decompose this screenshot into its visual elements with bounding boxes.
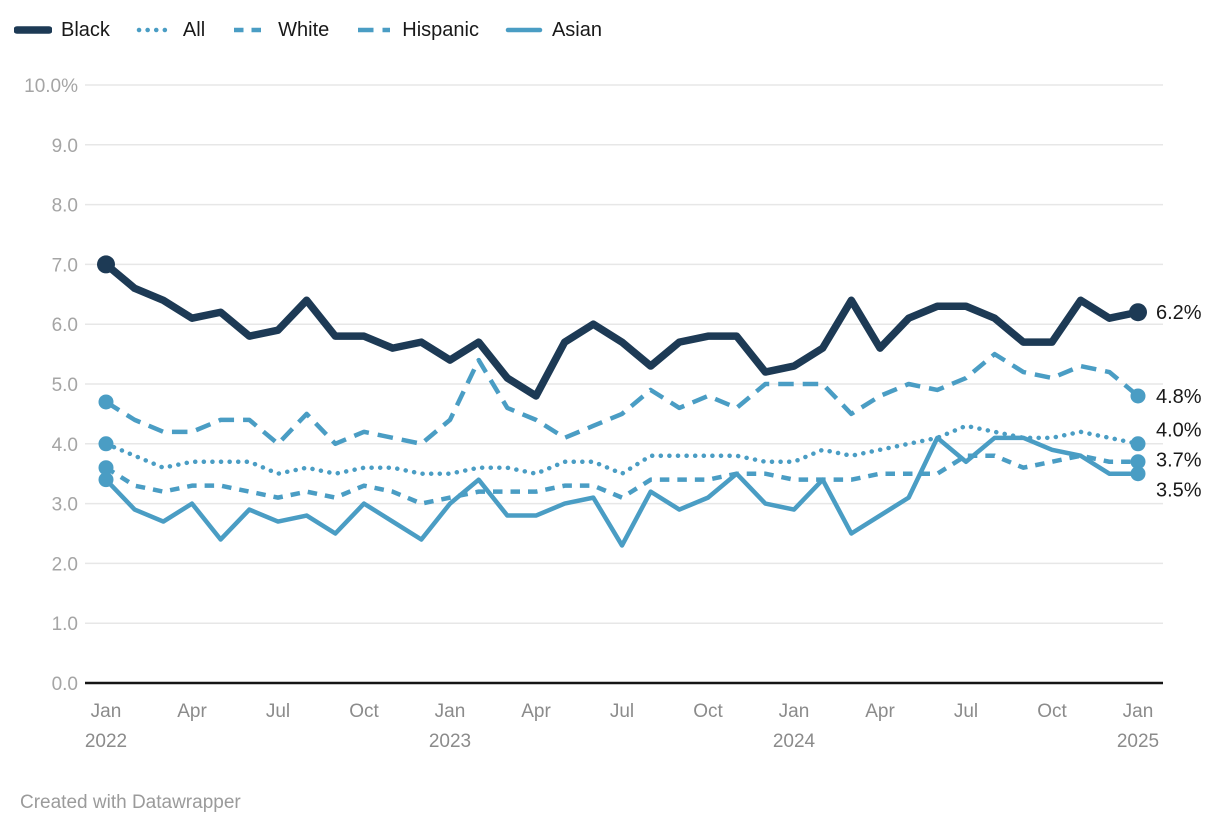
legend-item-black: Black	[14, 16, 110, 44]
legend-label: All	[182, 19, 206, 41]
series-line-black	[102, 260, 1142, 400]
legend-swatch-all	[136, 27, 174, 33]
x-axis-tick-label: Jan	[779, 701, 810, 722]
y-axis-tick-label: 7.0	[52, 255, 78, 276]
x-axis-year-label: 2023	[429, 731, 471, 752]
x-axis-year-label: 2024	[773, 731, 816, 752]
series-end-dot-white	[1130, 454, 1146, 470]
legend-label: Hispanic	[402, 19, 479, 41]
y-axis-tick-label: 0.0	[52, 674, 78, 695]
x-axis-tick-label: Oct	[1037, 701, 1067, 722]
series-start-dot-black	[97, 255, 115, 274]
legend: Black All White Hispanic Asian	[14, 16, 602, 44]
y-axis-tick-label: 5.0	[52, 375, 78, 396]
y-axis-tick-label: 6.0	[52, 315, 78, 336]
series-end-dot-black	[1129, 303, 1147, 322]
series-start-dot-white	[98, 460, 114, 476]
x-axis-tick-label: Apr	[521, 701, 551, 722]
legend-label: Black	[61, 19, 110, 41]
end-value-label-asian: 3.5%	[1156, 480, 1202, 502]
legend-swatch-hispanic	[358, 27, 391, 33]
series-line-asian	[103, 435, 1141, 548]
x-axis-tick-label: Jul	[954, 701, 978, 722]
series-start-dot-all	[98, 436, 114, 452]
series-end-dot-hispanic	[1130, 388, 1146, 404]
legend-swatch-black	[14, 26, 52, 34]
series-end-dot-all	[1130, 436, 1146, 452]
end-value-label-white: 3.7%	[1156, 450, 1202, 472]
series-end-dot-asian	[1130, 466, 1146, 482]
legend-item-all: All	[136, 16, 205, 44]
x-axis-tick-label: Jul	[610, 701, 634, 722]
series-line-hispanic	[104, 351, 1140, 447]
y-axis-tick-label: 10.0%	[24, 76, 78, 97]
series-start-dot-hispanic	[98, 394, 114, 410]
legend-item-hispanic: Hispanic	[355, 16, 479, 44]
x-axis-year-label: 2025	[1117, 731, 1159, 752]
y-axis-tick-label: 4.0	[52, 435, 78, 456]
x-axis-tick-label: Jan	[435, 701, 466, 722]
legend-label: White	[278, 19, 330, 41]
y-axis-tick-label: 9.0	[52, 136, 78, 157]
x-axis-tick-label: Apr	[865, 701, 895, 722]
legend-swatch-asian	[505, 27, 543, 33]
legend-item-asian: Asian	[505, 16, 602, 44]
x-axis-tick-label: Jan	[1123, 701, 1154, 722]
end-value-label-all: 4.0%	[1156, 420, 1202, 442]
legend-label: Asian	[551, 19, 602, 41]
x-axis-tick-label: Oct	[349, 701, 379, 722]
y-axis-tick-label: 3.0	[52, 495, 78, 516]
datawrapper-credit: Created with Datawrapper	[20, 792, 241, 813]
x-axis-tick-label: Jan	[91, 701, 122, 722]
legend-swatch-white	[234, 27, 267, 33]
x-axis-tick-label: Oct	[693, 701, 723, 722]
x-axis-tick-label: Jul	[266, 701, 290, 722]
series-line-all	[103, 423, 1141, 476]
y-axis-tick-label: 8.0	[52, 196, 78, 217]
end-value-label-black: 6.2%	[1156, 302, 1202, 324]
legend-item-white: White	[231, 16, 329, 44]
end-value-label-hispanic: 4.8%	[1156, 386, 1202, 408]
y-axis-tick-label: 2.0	[52, 554, 78, 575]
series-start-dot-asian	[98, 472, 114, 488]
series-line-white	[104, 453, 1138, 506]
y-axis-tick-label: 1.0	[52, 614, 78, 635]
x-axis-year-label: 2022	[85, 731, 127, 752]
x-axis-tick-label: Apr	[177, 701, 207, 722]
